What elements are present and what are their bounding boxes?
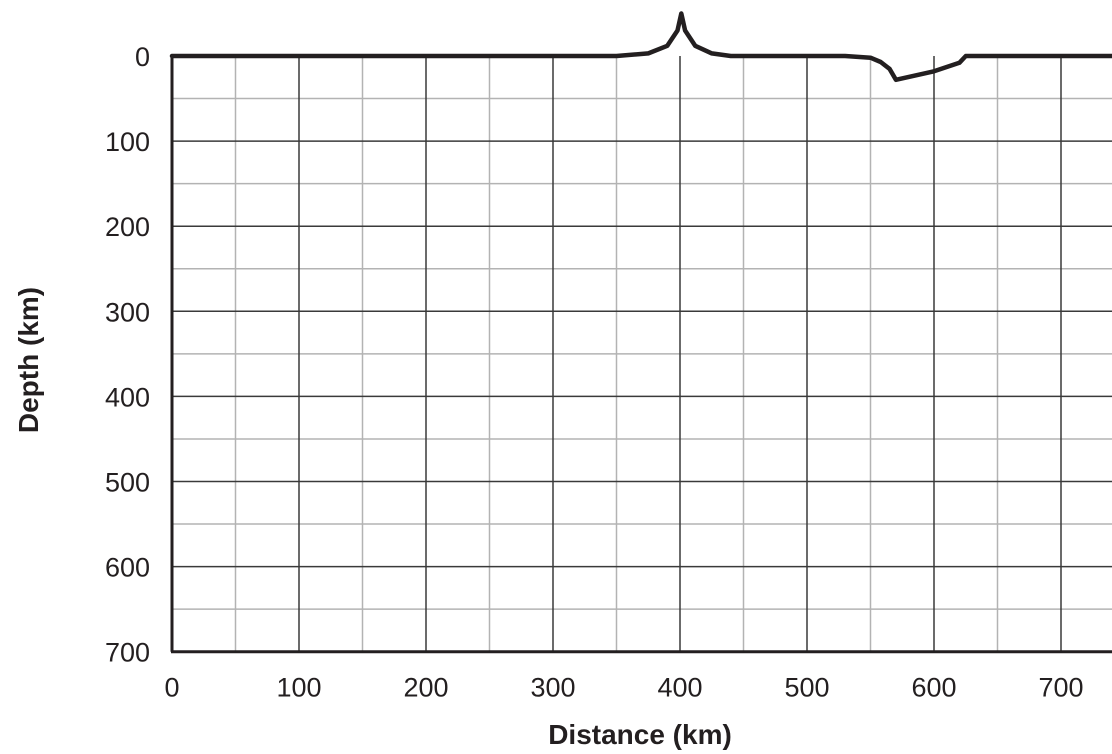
axes <box>170 56 1112 654</box>
minor-grid <box>172 56 1112 652</box>
y-tick-label: 700 <box>105 638 150 668</box>
y-axis-label: Depth (km) <box>13 287 44 433</box>
major-grid <box>172 56 1112 652</box>
y-tick-label: 300 <box>105 297 150 327</box>
x-tick-label: 700 <box>1038 673 1083 703</box>
x-axis-label: Distance (km) <box>548 719 732 750</box>
y-tick-label: 0 <box>135 42 150 72</box>
y-tick-label: 100 <box>105 127 150 157</box>
x-tick-label: 400 <box>657 673 702 703</box>
x-tick-label: 600 <box>911 673 956 703</box>
profile-series <box>169 11 1112 83</box>
y-tick-labels: 0 100 200 300 400 500 600 700 <box>105 42 150 668</box>
x-tick-label: 100 <box>276 673 321 703</box>
x-tick-label: 300 <box>530 673 575 703</box>
y-tick-label: 600 <box>105 553 150 583</box>
x-tick-label: 500 <box>784 673 829 703</box>
x-tick-label: 0 <box>164 673 179 703</box>
y-tick-label: 400 <box>105 382 150 412</box>
y-tick-label: 500 <box>105 468 150 498</box>
x-tick-label: 200 <box>403 673 448 703</box>
surface-profile-line <box>169 11 1112 83</box>
x-tick-labels: 0 100 200 300 400 500 600 700 <box>164 673 1083 703</box>
y-tick-label: 200 <box>105 212 150 242</box>
